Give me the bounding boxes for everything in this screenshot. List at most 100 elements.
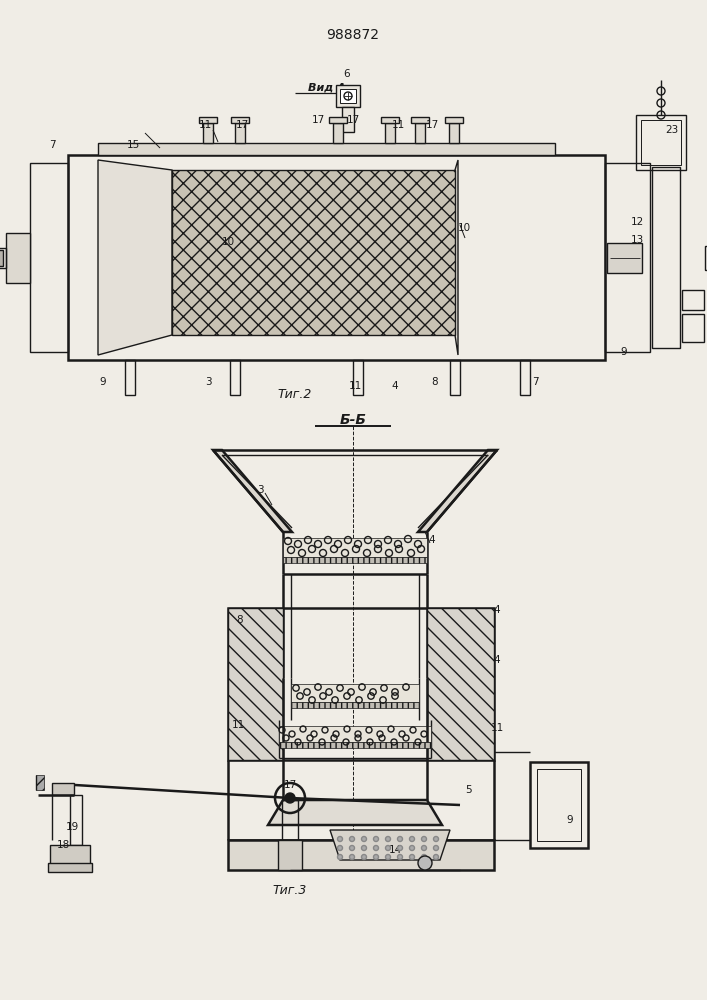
Bar — [228, 608, 494, 760]
Circle shape — [433, 854, 438, 859]
Text: 17: 17 — [284, 780, 297, 790]
Circle shape — [349, 854, 354, 859]
Text: Вид A: Вид A — [308, 83, 346, 93]
Bar — [30, 163, 68, 352]
Text: 7: 7 — [532, 377, 538, 387]
Bar — [0, 250, 3, 266]
Circle shape — [409, 854, 414, 859]
Bar — [705, 246, 707, 270]
Bar — [530, 762, 588, 848]
Circle shape — [337, 836, 342, 842]
Bar — [0, 248, 6, 268]
Bar — [199, 117, 217, 123]
Bar — [353, 360, 363, 395]
Circle shape — [373, 836, 378, 842]
Circle shape — [397, 846, 402, 850]
Circle shape — [418, 856, 432, 870]
Circle shape — [285, 793, 295, 803]
Text: 5: 5 — [464, 785, 472, 795]
Bar — [411, 117, 429, 123]
Bar — [278, 840, 302, 870]
Bar — [68, 155, 605, 360]
Bar — [50, 845, 90, 865]
Text: 17: 17 — [426, 120, 438, 130]
Bar — [449, 123, 459, 143]
Text: 4: 4 — [428, 535, 436, 545]
Polygon shape — [455, 160, 458, 355]
Bar — [336, 85, 360, 107]
Bar — [291, 684, 419, 702]
Circle shape — [361, 854, 366, 859]
Text: 10: 10 — [221, 237, 235, 247]
Text: 9: 9 — [567, 815, 573, 825]
Text: 15: 15 — [127, 140, 139, 150]
Bar — [329, 117, 347, 123]
Bar — [172, 170, 455, 335]
Circle shape — [421, 836, 426, 842]
Text: 11: 11 — [392, 120, 404, 130]
Bar — [52, 783, 74, 795]
Bar — [605, 163, 650, 352]
Bar — [445, 117, 463, 123]
Bar — [682, 314, 704, 342]
Polygon shape — [213, 450, 292, 532]
Text: 17: 17 — [235, 120, 249, 130]
Bar — [283, 538, 427, 557]
Text: 11: 11 — [349, 381, 361, 391]
Text: 3: 3 — [257, 485, 263, 495]
Bar — [652, 167, 680, 348]
Bar — [98, 143, 555, 155]
Circle shape — [385, 854, 390, 859]
Text: 9: 9 — [100, 377, 106, 387]
Text: Τиг.2: Τиг.2 — [278, 388, 312, 401]
Bar — [235, 123, 245, 143]
Polygon shape — [98, 160, 172, 355]
Bar — [636, 115, 686, 170]
Text: 988872: 988872 — [327, 28, 380, 42]
Text: 13: 13 — [631, 235, 643, 245]
Text: 19: 19 — [65, 822, 78, 832]
Bar — [607, 243, 642, 273]
Bar — [228, 608, 283, 760]
Circle shape — [337, 846, 342, 850]
Circle shape — [409, 836, 414, 842]
Circle shape — [373, 854, 378, 859]
Text: 3: 3 — [205, 377, 211, 387]
Text: 10: 10 — [457, 223, 471, 233]
Bar — [228, 840, 494, 870]
Bar — [427, 608, 494, 760]
Bar — [682, 290, 704, 310]
Text: Τиг.3: Τиг.3 — [273, 884, 307, 896]
Bar — [415, 123, 425, 143]
Bar — [203, 123, 213, 143]
Text: 14: 14 — [388, 845, 402, 855]
Bar — [172, 170, 455, 335]
Text: 11: 11 — [491, 723, 503, 733]
Bar — [70, 795, 82, 845]
Polygon shape — [418, 450, 497, 532]
Bar — [36, 775, 44, 790]
Bar — [283, 557, 427, 563]
Text: 8: 8 — [237, 615, 243, 625]
Circle shape — [421, 854, 426, 859]
Bar — [340, 89, 356, 103]
Bar — [342, 107, 354, 132]
Circle shape — [349, 836, 354, 842]
Polygon shape — [268, 800, 442, 825]
Bar — [230, 360, 240, 395]
Text: 4: 4 — [493, 605, 501, 615]
Text: Б-Б: Б-Б — [339, 413, 366, 427]
Bar — [231, 117, 249, 123]
Text: 11: 11 — [231, 720, 245, 730]
Bar — [641, 120, 681, 165]
Bar — [333, 123, 343, 143]
Text: 18: 18 — [57, 840, 69, 850]
Bar — [537, 769, 581, 841]
Bar — [450, 360, 460, 395]
Text: 7: 7 — [49, 140, 55, 150]
Text: 9: 9 — [621, 347, 627, 357]
Circle shape — [397, 854, 402, 859]
Circle shape — [373, 846, 378, 850]
Bar — [385, 123, 395, 143]
Text: 8: 8 — [432, 377, 438, 387]
